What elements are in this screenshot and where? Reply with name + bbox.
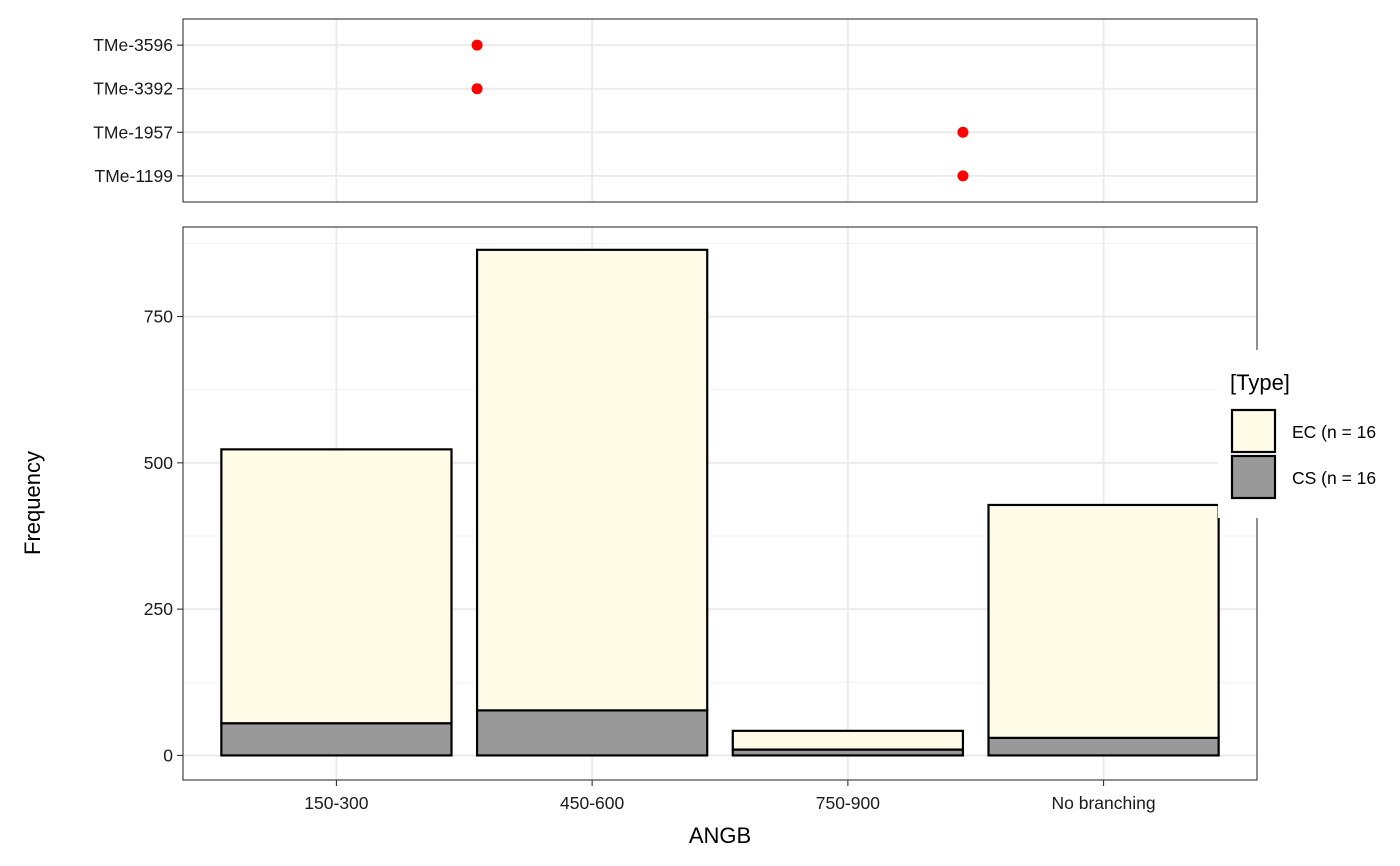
dot-panel-border [182,18,1258,203]
bar-segment [475,248,709,712]
bar-panel: 0 250 500 750 150-300 450-600 750-900 No branc… [144,226,1258,813]
legend-title: [Type] [1230,370,1290,395]
bar-panel-x-tick-label: 450-600 [560,793,624,813]
legend-label: EC (n = 16 [1292,422,1376,442]
bar-panel-y-tick-label: 500 [144,453,173,473]
bar-panel-bars [220,248,1220,757]
dot-panel-y-tick-label: TMe-1957 [93,122,173,142]
bar-segment [987,503,1220,739]
bar-segment [475,709,709,757]
bar-panel-y-tick-label: 0 [163,745,173,765]
dot-point [471,83,483,95]
dot-panel-background [183,19,1257,202]
dot-panel: TMe-3596 TMe-3392 TMe-1957 TMe-1199 [93,18,1258,203]
bar-segment [987,736,1220,757]
bar-panel-x-tick-label: 150-300 [304,793,368,813]
dot-panel-y-tick-label: TMe-3596 [93,35,173,55]
bar-panel-y-tick-label: 250 [144,599,173,619]
legend-label: CS (n = 16 [1292,468,1376,488]
bar-panel-y-ticks: 0 250 500 750 [144,307,183,765]
bar-panel-x-tick-label: 750-900 [816,793,880,813]
dot-panel-points [471,39,969,182]
legend: [Type] EC (n = 16 CS (n = 16 [1218,350,1400,518]
dot-point [957,170,969,182]
bar-panel-x-tick-label: No branching [1052,793,1156,813]
bar-segment [220,448,453,725]
bar-segment [731,729,965,751]
bar-panel-y-tick-label: 750 [144,307,173,327]
x-axis-title: ANGB [689,823,751,848]
legend-items: EC (n = 16 CS (n = 16 [1230,408,1376,500]
dot-panel-y-ticks: TMe-3596 TMe-3392 TMe-1957 TMe-1199 [93,35,183,186]
bar-panel-x-ticks: 150-300 450-600 750-900 No branching [304,780,1156,813]
legend-key [1230,454,1277,500]
dot-point [471,39,483,51]
dot-point [957,126,969,138]
dot-panel-y-tick-label: TMe-1199 [95,166,173,186]
dot-panel-grid [183,19,1257,202]
y-axis-title: Frequency [20,451,45,555]
bar-segment [220,722,453,757]
dot-panel-y-tick-label: TMe-3392 [93,79,173,99]
legend-key [1230,408,1277,454]
